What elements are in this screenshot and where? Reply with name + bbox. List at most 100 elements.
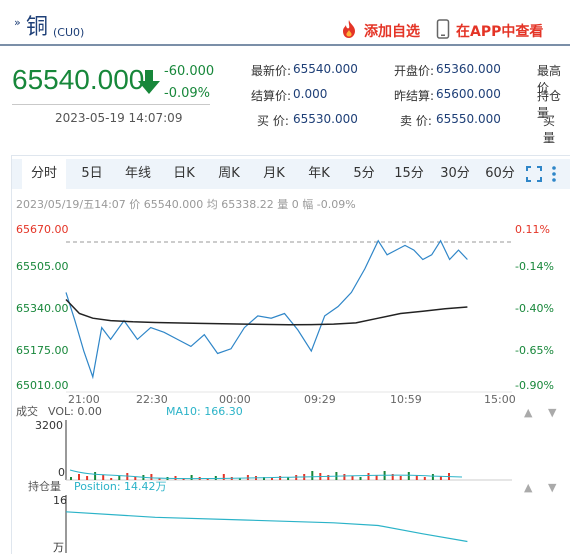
- header-bar: [0, 0, 570, 46]
- volume-bar: [439, 476, 442, 480]
- volume-bar: [423, 477, 426, 480]
- prev-settle-label: 昨结算:: [394, 89, 435, 103]
- volume-bar: [279, 476, 282, 480]
- volume-bar: [102, 475, 105, 480]
- y-tick-left: 65340.00: [16, 302, 69, 315]
- chart-panel: [11, 155, 570, 554]
- tab-intraday[interactable]: 分时: [22, 159, 66, 189]
- volume-bar: [150, 474, 153, 480]
- volume-ma10-line: [69, 469, 463, 480]
- prev-settle-value: 65600.000: [436, 87, 501, 101]
- position-series-line: [65, 511, 468, 543]
- x-tick: 09:29: [304, 393, 336, 406]
- panel-collapse-down-icon[interactable]: ▼: [548, 481, 557, 494]
- flame-icon[interactable]: [338, 19, 360, 39]
- x-tick: 10:59: [390, 393, 422, 406]
- y-axis-left: 65670.00 65505.00 65340.00 65175.00 6501…: [16, 223, 69, 392]
- volume-bar: [343, 474, 346, 480]
- volume-panel-title: 成交: [16, 404, 38, 418]
- open-price-value: 65360.000: [436, 62, 501, 76]
- y-tick-right: -0.40%: [515, 302, 554, 315]
- x-tick: 22:30: [136, 393, 168, 406]
- price-series-group: [65, 239, 468, 380]
- arrow-down-icon: [138, 70, 160, 94]
- bid-volume-label: 买 量: [543, 114, 556, 145]
- more-vertical-icon[interactable]: [550, 165, 558, 183]
- volume-bar: [158, 478, 161, 480]
- ask-price-value: 65550.000: [436, 112, 501, 126]
- latest-price-label: 最新价:: [251, 64, 292, 78]
- quote-timestamp: 2023-05-19 14:07:09: [55, 111, 183, 125]
- y-tick-right: -0.65%: [515, 344, 554, 357]
- volume-bar: [415, 475, 418, 480]
- settle-price-label: 结算价:: [251, 89, 292, 103]
- add-favorite-button[interactable]: 添加自选: [364, 24, 420, 40]
- x-axis: 21:00 22:30 00:00 09:29 10:59 15:00: [68, 393, 516, 406]
- volume-bar: [134, 477, 137, 480]
- position-y-tick: 16: [53, 494, 67, 507]
- tab-weekly-k[interactable]: 周K: [218, 166, 240, 181]
- x-tick: 15:00: [484, 393, 516, 406]
- volume-bar: [94, 472, 97, 480]
- panel-collapse-down-icon[interactable]: ▼: [548, 406, 557, 419]
- y-tick-right: -0.14%: [515, 260, 554, 273]
- volume-bar: [126, 473, 129, 480]
- tab-5min[interactable]: 5分: [353, 166, 375, 181]
- tab-15min[interactable]: 15分: [394, 166, 424, 181]
- bid-price-label: 买 价:: [257, 114, 289, 128]
- tab-yearline[interactable]: 年线: [124, 166, 151, 181]
- panel-collapse-up-icon[interactable]: ▲: [524, 406, 533, 419]
- tab-daily-k[interactable]: 日K: [173, 166, 195, 181]
- y-tick-left: 65670.00: [16, 223, 69, 236]
- x-tick: 21:00: [68, 393, 100, 406]
- volume-bar: [78, 474, 80, 480]
- volume-bar: [399, 476, 402, 480]
- price-series-line: [65, 239, 468, 380]
- average-price-line: [65, 298, 468, 326]
- y-tick-left: 65010.00: [16, 379, 69, 392]
- title-prefix-icon: »: [14, 16, 21, 29]
- volume-y-tick: 3200: [35, 419, 63, 432]
- bid-price-value: 65530.000: [293, 112, 358, 126]
- tab-5day[interactable]: 5日: [81, 166, 103, 181]
- y-tick-left: 65175.00: [16, 344, 69, 357]
- y-axis-right: 0.11% -0.14% -0.40% -0.65% -0.90%: [515, 223, 554, 392]
- position-unit: 万: [53, 541, 64, 553]
- crosshair-info-line: 2023/05/19/五14:07 价 65540.000 均 65338.22…: [16, 198, 356, 211]
- volume-bar: [391, 474, 394, 480]
- panel-collapse-up-icon[interactable]: ▲: [524, 481, 533, 494]
- volume-bar: [431, 474, 434, 480]
- y-tick-right: -0.90%: [515, 379, 554, 392]
- position-legend: Position: 14.42万: [74, 480, 167, 493]
- phone-icon[interactable]: [436, 19, 450, 39]
- volume-bar: [190, 475, 193, 480]
- latest-price: 65540.000: [12, 64, 145, 95]
- period-tabs: 分时 5日 年线 日K 周K 月K 年K 5分 15分 30分 60分: [12, 159, 570, 189]
- volume-legend: VOL: 0.00: [48, 405, 102, 418]
- price-change: -60.000: [164, 64, 215, 79]
- volume-bar: [407, 472, 410, 480]
- volume-bar: [271, 478, 273, 480]
- open-interest-label: 持仓量: [537, 89, 562, 120]
- high-price-label: 最高价: [537, 64, 562, 95]
- tab-monthly-k[interactable]: 月K: [263, 166, 285, 181]
- volume-bar: [367, 473, 370, 480]
- fullscreen-icon[interactable]: [526, 166, 542, 182]
- ask-price-label: 卖 价:: [400, 114, 432, 128]
- divider: [12, 104, 210, 105]
- tab-30min[interactable]: 30分: [440, 166, 470, 181]
- y-tick-right: 0.11%: [515, 223, 550, 236]
- price-change-percent: -0.09%: [164, 86, 210, 101]
- settle-price-value: 0.000: [293, 87, 328, 101]
- volume-bar: [263, 477, 265, 480]
- volume-bar: [206, 478, 209, 480]
- volume-bar: [359, 477, 362, 480]
- open-in-app-button[interactable]: 在APP中查看: [456, 24, 544, 40]
- volume-bar: [118, 476, 121, 480]
- tab-yearly-k[interactable]: 年K: [308, 166, 330, 181]
- x-tick: 00:00: [219, 393, 251, 406]
- volume-bar: [110, 478, 113, 480]
- tab-60min[interactable]: 60分: [485, 166, 515, 181]
- page-title: 铜: [26, 15, 49, 40]
